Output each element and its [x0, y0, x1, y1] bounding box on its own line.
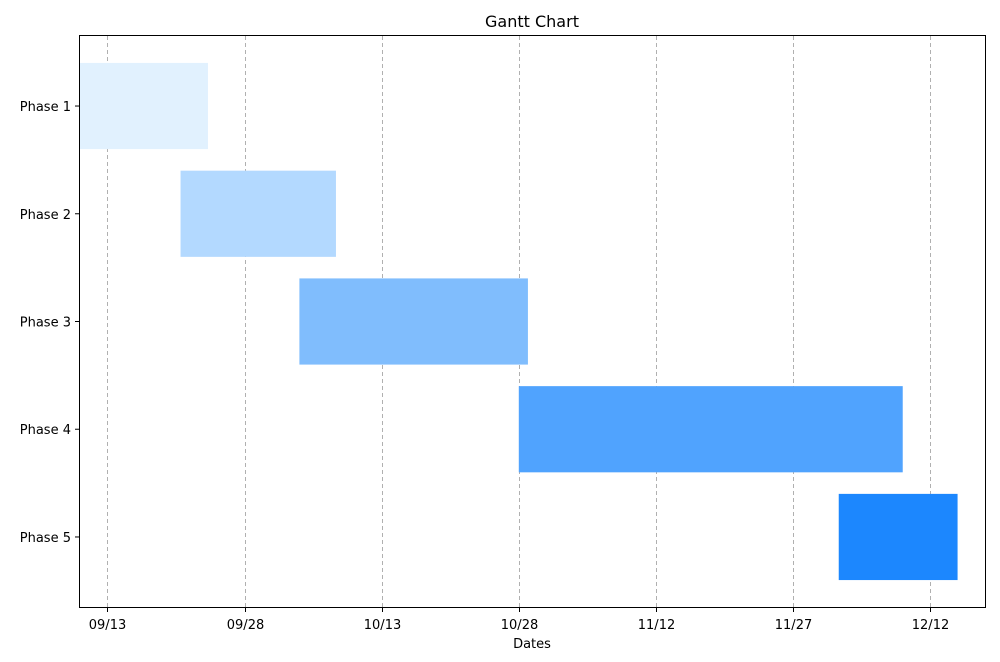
x-axis-label: Dates: [513, 637, 551, 652]
task-bar: [518, 386, 903, 473]
y-tick-label: Phase 4: [20, 423, 71, 438]
x-tick-label: 10/13: [364, 618, 401, 633]
task-bar: [80, 62, 208, 150]
y-tick-label: Phase 5: [20, 531, 71, 546]
x-tick-label: 11/27: [775, 618, 812, 633]
y-axis: Phase 1 Phase 2 Phase 3 Phase 4 Phase 5: [20, 100, 80, 546]
task-bar: [838, 493, 958, 581]
y-tick-label: Phase 3: [20, 316, 71, 331]
y-tick-label: Phase 1: [20, 100, 71, 115]
y-tick-label: Phase 2: [20, 208, 71, 223]
task-bars: [80, 62, 958, 581]
task-bar: [180, 170, 336, 257]
x-tick-label: 11/12: [638, 618, 675, 633]
chart-title: Gantt Chart: [485, 12, 579, 31]
x-tick-label: 10/28: [501, 618, 538, 633]
x-tick-label: 09/13: [89, 618, 126, 633]
x-tick-label: 09/28: [227, 618, 264, 633]
x-axis: 09/13 09/28 10/13 10/28 11/12 11/27 12/12: [89, 607, 949, 633]
x-tick-label: 12/12: [912, 618, 949, 633]
task-bar: [299, 278, 528, 365]
